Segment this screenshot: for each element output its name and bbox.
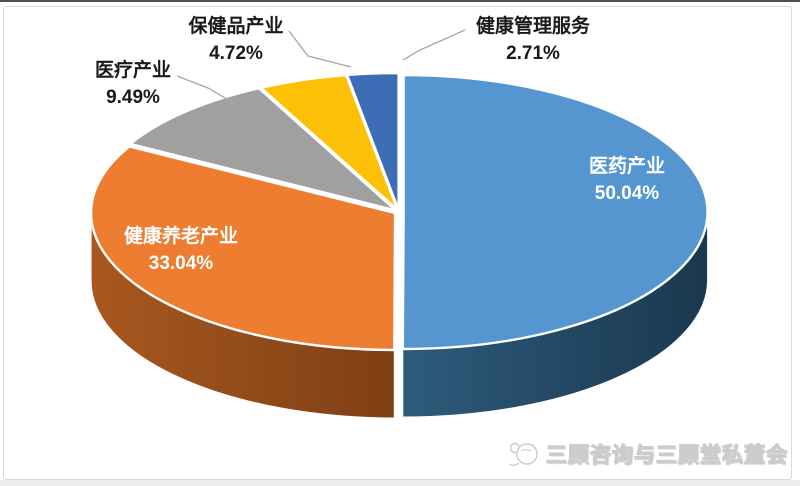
scribble-logo-icon [509, 442, 538, 466]
pie-slice-0 [401, 73, 709, 351]
label-pharma-industry-value: 50.04% [594, 183, 660, 204]
watermark: 三顾咨询与三顾堂私董会 [506, 438, 788, 470]
pie-slice-1 [89, 145, 397, 352]
label-medical-industry-value: 9.49% [106, 87, 160, 108]
label-health-management-name: 健康管理服务 [475, 16, 590, 37]
leader-line-health-management [402, 29, 466, 61]
label-healthcare-products: 保健品产业 4.72% [144, 13, 328, 67]
leader-line-healthcare-products [288, 30, 352, 68]
label-medical-industry: 医疗产业 9.49% [41, 57, 225, 111]
label-elderly-care-industry-name: 健康养老产业 [123, 226, 238, 247]
label-medical-industry-name: 医疗产业 [94, 60, 171, 81]
chart-card-border [3, 6, 792, 480]
bottom-margin-strip [0, 480, 800, 486]
label-pharma-industry: 医药产业 50.04% [535, 153, 719, 207]
label-health-management-value: 2.71% [506, 43, 560, 64]
pie-slice-2 [129, 87, 397, 212]
label-elderly-care-industry-value: 33.04% [148, 253, 214, 274]
pie-top-faces [89, 71, 709, 352]
label-healthcare-products-value: 4.72% [209, 43, 263, 64]
label-health-management: 健康管理服务 2.71% [441, 13, 625, 67]
watermark-text: 三顾咨询与三顾堂私董会 [545, 443, 788, 467]
label-elderly-care-industry: 健康养老产业 33.04% [89, 223, 273, 277]
pie-slice-4 [345, 71, 400, 212]
label-pharma-industry-name: 医药产业 [588, 156, 665, 177]
label-healthcare-products-name: 保健品产业 [188, 16, 284, 37]
leader-line-medical-industry [176, 75, 236, 105]
top-divider [0, 0, 800, 2]
